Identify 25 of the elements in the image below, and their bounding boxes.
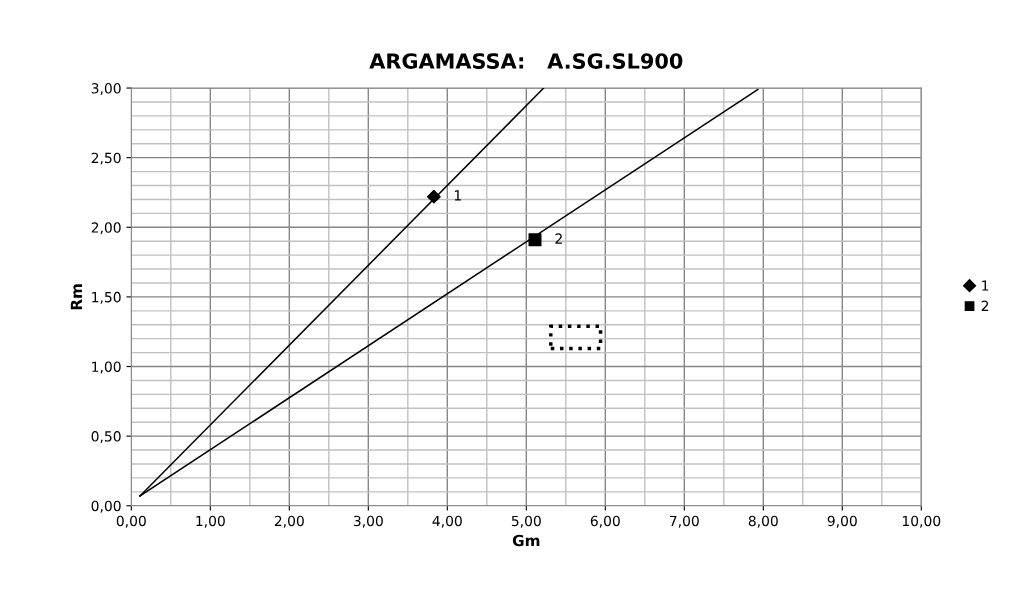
x-tick-label: 0,00 xyxy=(116,515,146,528)
chart-title: ARGAMASSA: A.SG.SL900 xyxy=(369,53,683,69)
x-axis-title: Gm xyxy=(512,534,540,547)
x-tick-label: 10,00 xyxy=(902,515,941,528)
x-tick-label: 4,00 xyxy=(432,515,462,528)
text: 1 xyxy=(454,190,461,201)
y-tick-label: 1,00 xyxy=(92,361,121,374)
y-tick-label: 0,50 xyxy=(91,431,121,444)
y-tick-label: 2,50 xyxy=(91,152,121,165)
y-axis-title: Rm xyxy=(70,284,82,310)
y-tick-label: 3,00 xyxy=(91,83,121,95)
x-tick-label: 9,00 xyxy=(827,515,857,528)
x-tick-label: 6,00 xyxy=(590,515,620,528)
x-tick-label: 3,00 xyxy=(353,515,383,528)
x-tick-label: 2,00 xyxy=(274,515,304,528)
x-tick-label: 1,00 xyxy=(196,515,225,528)
x-tick-label: 8,00 xyxy=(748,515,778,528)
x-tick-label: 5,00 xyxy=(511,515,541,528)
x-tick-label: 7,00 xyxy=(669,515,699,528)
y-tick-label: 1,50 xyxy=(92,291,121,304)
legend-label: 1 xyxy=(982,280,989,291)
text: 2 xyxy=(555,233,562,244)
legend-label: 2 xyxy=(981,300,989,311)
y-tick-label: 0,00 xyxy=(91,500,121,513)
y-tick-label: 2,00 xyxy=(91,222,121,235)
